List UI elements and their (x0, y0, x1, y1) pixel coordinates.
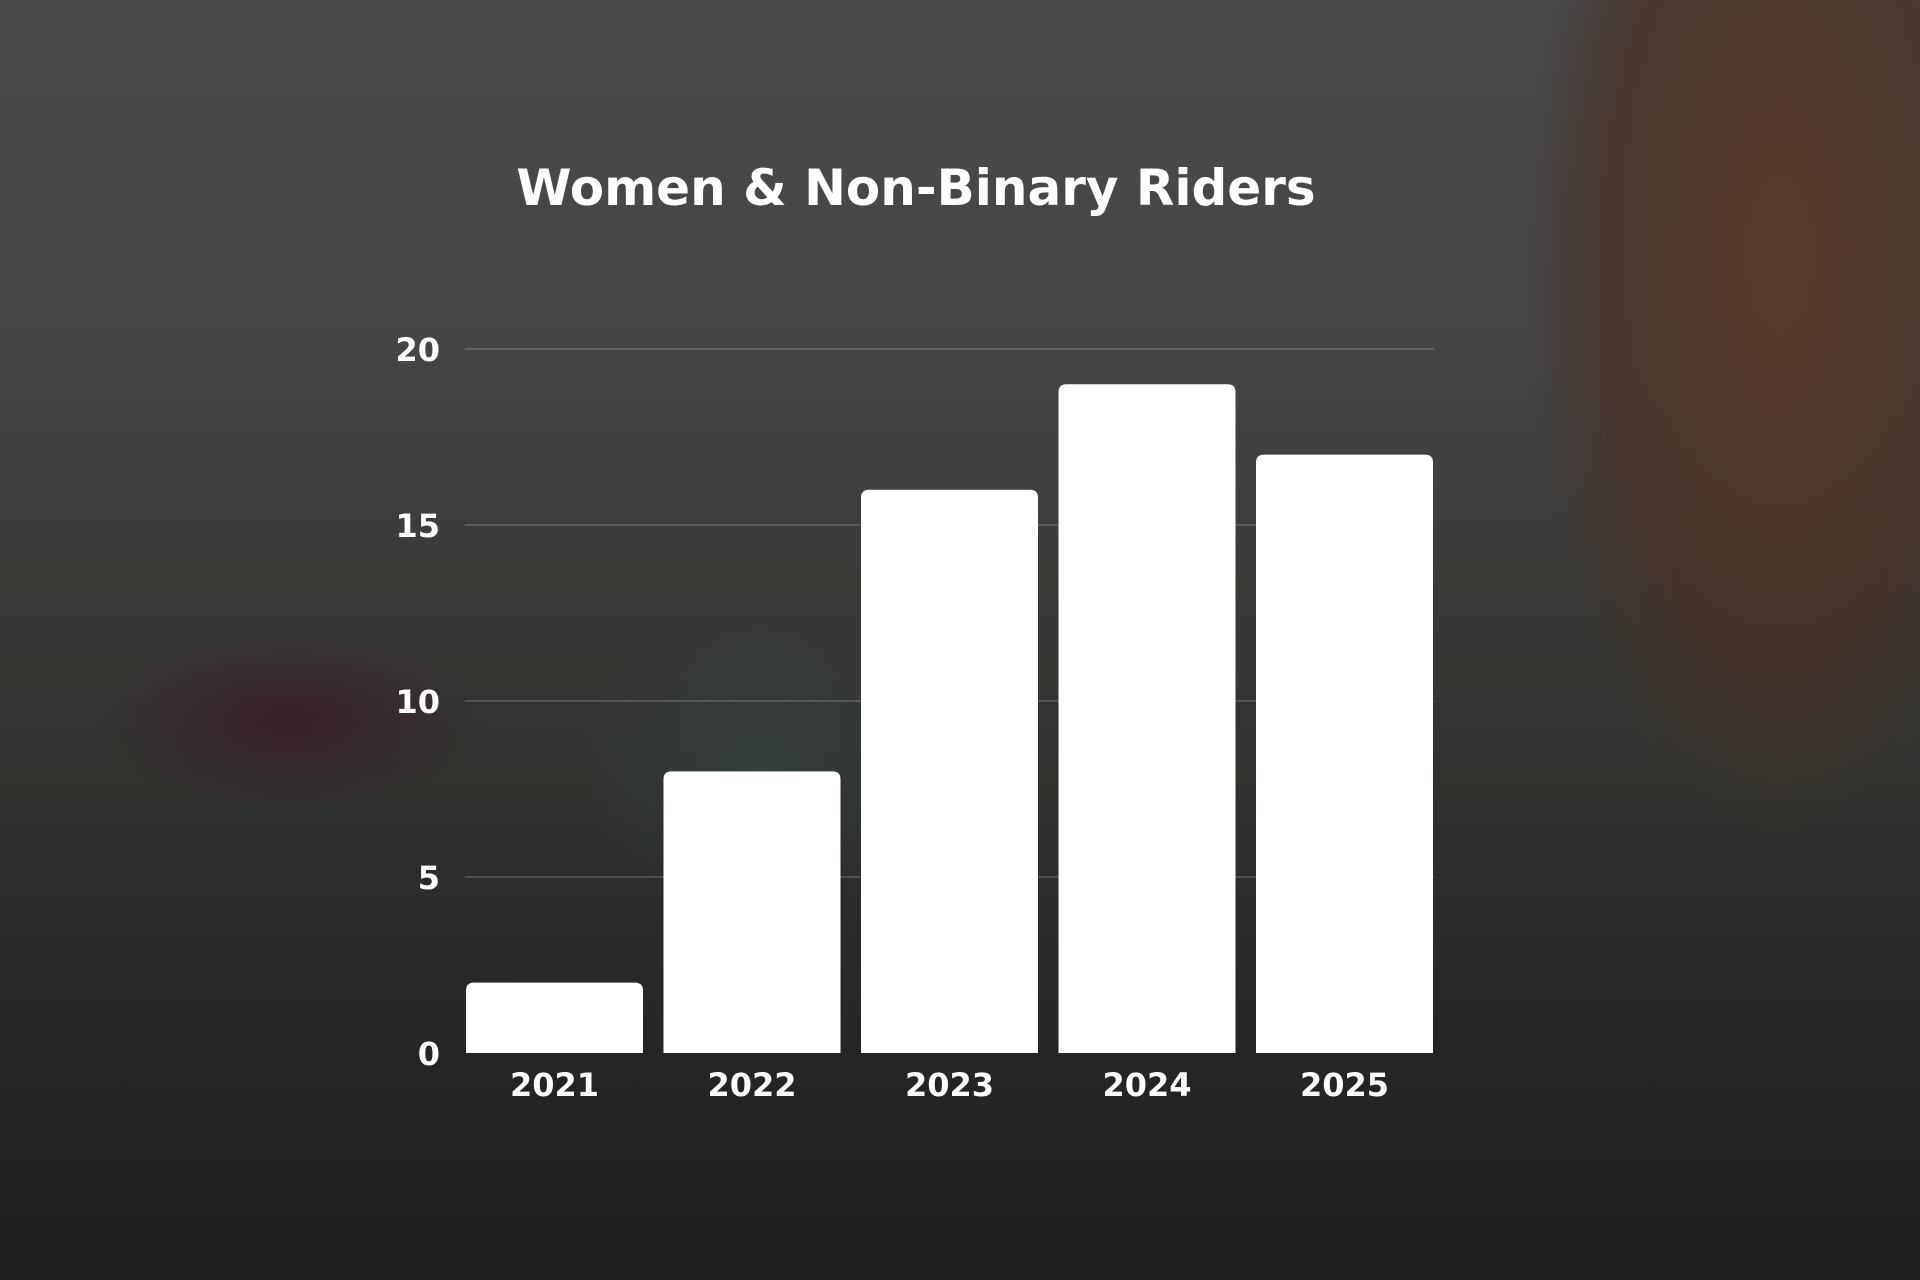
y-tick-label: 0 (418, 1035, 440, 1073)
y-tick-label: 5 (418, 859, 440, 897)
bar-2024 (1058, 384, 1236, 1053)
y-tick-label: 20 (395, 331, 440, 369)
bar-2021 (466, 982, 643, 1053)
bar-2022 (663, 771, 841, 1053)
y-tick-label: 15 (395, 507, 440, 545)
y-tick-label: 10 (395, 683, 440, 721)
bar-2025 (1256, 454, 1433, 1054)
x-axis-ticks: 2021 2022 2023 2024 2025 (510, 1066, 1389, 1104)
x-tick-label: 2021 (510, 1066, 599, 1104)
bar-2023 (861, 489, 1038, 1053)
x-tick-label: 2024 (1102, 1066, 1191, 1104)
y-axis-ticks: 0 5 10 15 20 (395, 331, 440, 1073)
x-tick-label: 2023 (905, 1066, 994, 1104)
bars (466, 384, 1433, 1054)
x-tick-label: 2025 (1300, 1066, 1389, 1104)
chart-title: Women & Non-Binary Riders (516, 159, 1315, 217)
x-tick-label: 2022 (707, 1066, 796, 1104)
